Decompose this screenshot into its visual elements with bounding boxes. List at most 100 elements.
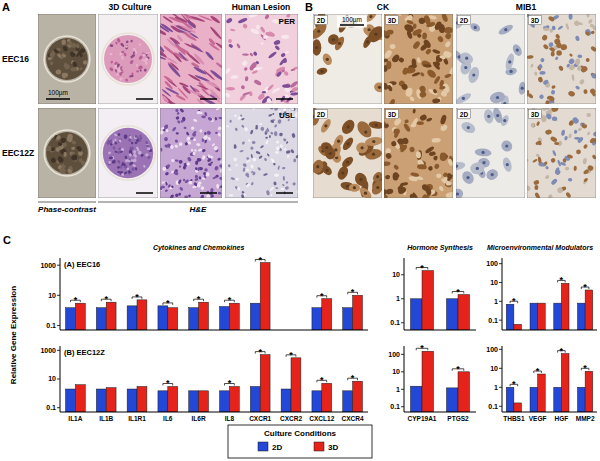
micrograph [160,14,222,104]
cell [187,156,192,162]
cell [326,32,341,47]
cell [124,134,128,137]
cell [180,14,189,21]
cell [180,25,196,34]
cell [160,148,162,152]
cell [554,38,561,45]
cell [527,55,534,59]
cell [174,139,178,143]
cell [587,18,593,24]
cell [571,74,574,81]
cell [550,136,558,143]
cell [193,52,205,65]
cell [63,72,69,77]
nucleus [456,165,458,168]
cell [237,17,247,24]
cell [107,162,111,166]
cell [217,158,221,161]
bar [168,387,178,413]
cell [336,165,351,182]
cell [552,150,557,157]
nucleus [516,49,519,52]
cell [252,171,256,176]
cell [373,81,382,94]
cell [545,100,550,104]
cell [56,47,62,51]
cell [568,14,572,20]
cell [142,53,147,57]
cell [409,96,416,103]
cell [426,117,433,122]
nucleus [364,131,367,134]
cell [437,35,445,43]
spheroid-halo [102,33,154,85]
cell [433,155,439,161]
cell [147,155,151,160]
cell [282,167,286,170]
cell [228,164,231,167]
micrograph-bg [456,14,525,104]
y-tick [401,406,404,407]
cell [591,73,596,80]
cell [458,50,475,66]
cell [246,169,250,172]
bar [199,302,209,330]
cell [132,164,136,167]
tick-label: 100 [486,346,498,353]
cell [130,159,134,162]
micrograph [38,14,96,104]
cell [504,52,516,71]
cell [135,146,139,150]
cell [400,182,408,187]
cell [421,60,432,69]
cell [133,153,136,157]
cell [179,186,184,191]
cell [282,184,285,187]
cell [176,132,179,135]
bar [446,299,458,330]
scale-bar [276,192,293,194]
bar [137,300,147,330]
cell [161,181,165,184]
cell [175,109,179,113]
cell [163,136,169,142]
bar [220,307,230,330]
cell [241,141,245,145]
bar [410,386,422,412]
cell [75,43,80,49]
cell [163,123,169,129]
micrograph [225,108,298,198]
cell [586,58,590,63]
cell [268,31,275,37]
cell [354,119,374,140]
cell [527,185,531,192]
row-label: (A) EEC16 [64,260,100,269]
category-label: IL1B [99,415,113,422]
bar [66,389,76,412]
cell [365,23,382,45]
cell [198,176,202,180]
cell [270,186,275,191]
cell [577,127,582,132]
cell [250,146,254,150]
cell [539,71,545,75]
cell [129,158,132,161]
cell [225,92,231,99]
cell [209,69,222,81]
category-label: IL6R [192,415,206,422]
row-label: (B) EEC12Z [64,348,105,357]
cell [207,158,212,163]
cell [356,142,369,154]
cell [497,23,514,37]
cell [130,141,133,144]
cell [548,15,556,22]
cell [218,117,222,119]
cell [460,120,477,135]
cell [183,126,187,129]
cell [384,49,393,60]
nucleus [506,163,509,166]
cell [554,168,561,175]
cell [110,60,113,64]
micrograph-frame [98,108,158,198]
cell [575,85,581,90]
